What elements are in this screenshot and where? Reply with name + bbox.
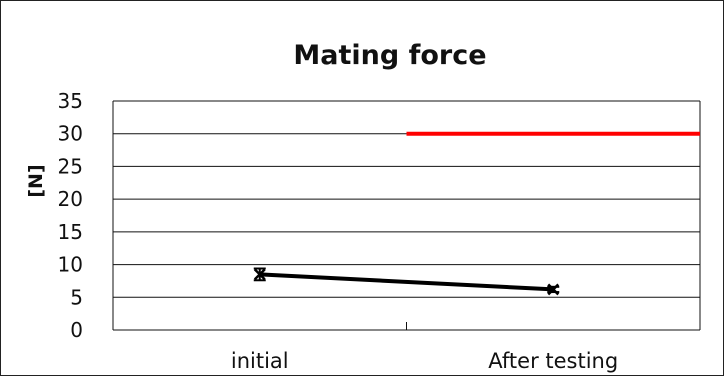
chart-title: Mating force	[293, 40, 486, 71]
data-point-0	[253, 268, 266, 281]
y-tick-5: 5	[70, 285, 83, 309]
gridlines	[113, 100, 700, 298]
y-axis-label: [N]	[25, 164, 47, 197]
data-point-1	[547, 283, 560, 296]
y-tick-10: 10	[58, 253, 83, 277]
category-labels: initial After testing	[231, 349, 618, 373]
y-tick-35: 35	[58, 89, 83, 113]
series-group	[253, 267, 560, 296]
y-tick-20: 20	[58, 187, 83, 211]
category-label-1: After testing	[488, 349, 618, 373]
category-label-0: initial	[231, 349, 289, 373]
y-tick-25: 25	[58, 154, 83, 178]
y-tick-30: 30	[58, 122, 83, 146]
y-tick-15: 15	[58, 220, 83, 244]
y-tick-0: 0	[70, 318, 83, 342]
y-tick-labels: 0 5 10 15 20 25 30 35	[58, 89, 83, 342]
series-line	[259, 272, 554, 292]
